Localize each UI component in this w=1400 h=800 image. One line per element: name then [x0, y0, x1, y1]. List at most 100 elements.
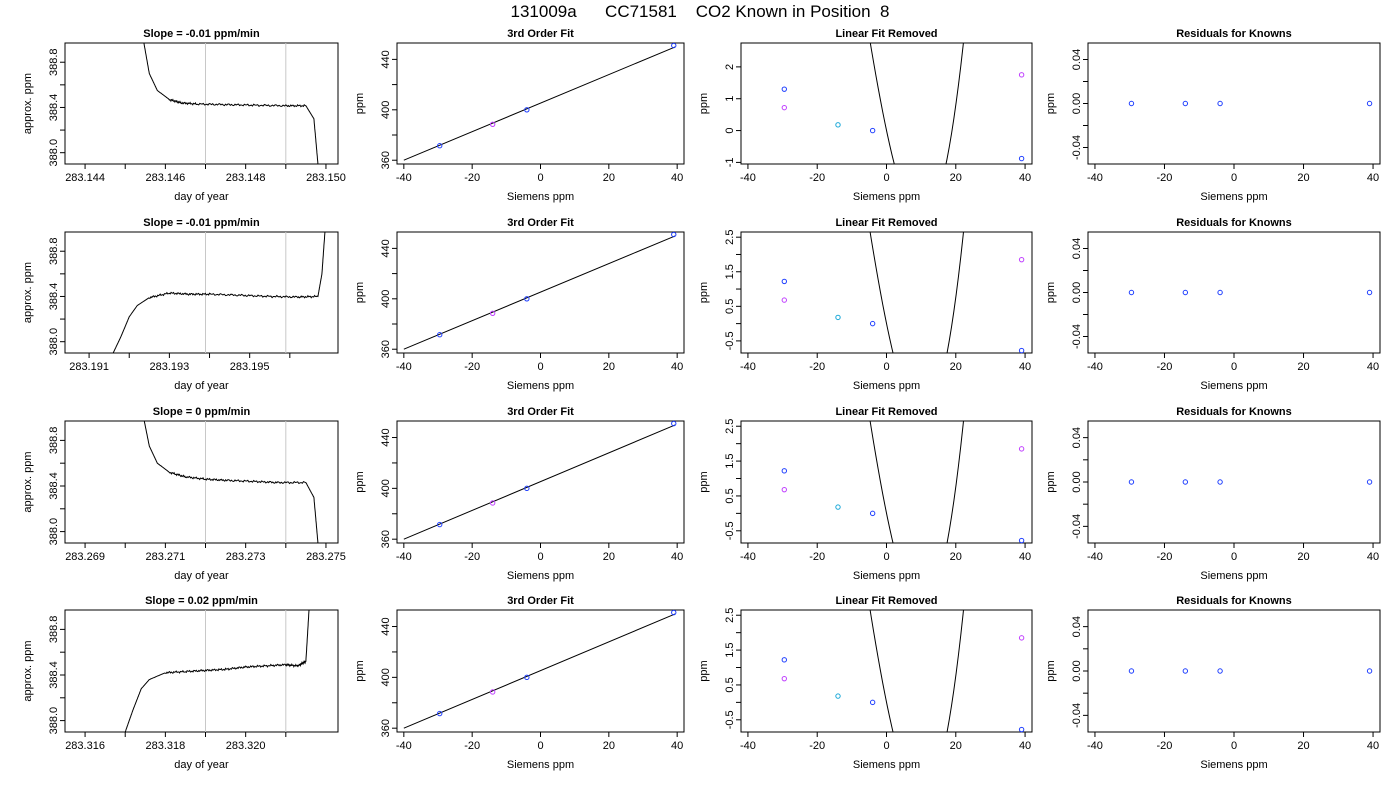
ppm-trace-line [124, 610, 310, 732]
x-tick-label: 20 [603, 740, 615, 752]
y-tick-label: -0.04 [1071, 135, 1083, 160]
data-point [671, 42, 677, 49]
data-point [1182, 289, 1189, 296]
data-point [1018, 446, 1025, 452]
data-point [835, 122, 841, 128]
y-axis-label: ppm [698, 93, 710, 114]
data-point [489, 121, 496, 127]
data-point [1018, 155, 1025, 162]
y-axis-label: ppm [354, 93, 366, 114]
plot-content [143, 43, 319, 164]
data-point [1182, 100, 1189, 107]
y-tick-label: 1 [724, 96, 736, 102]
data-point [781, 657, 788, 663]
data-point [1182, 479, 1189, 485]
y-tick-label: 0.5 [724, 677, 736, 692]
x-tick-label: -20 [464, 551, 480, 563]
plot-content [403, 46, 676, 161]
plot-frame [1087, 231, 1381, 354]
data-point [1217, 668, 1223, 674]
data-point [1217, 479, 1223, 485]
y-axis-label: ppm [698, 660, 710, 681]
panel-title: 3rd Order Fit [507, 28, 574, 40]
y-tick-label: 1.5 [724, 453, 736, 468]
x-tick-label: 283.195 [230, 361, 270, 373]
plot-frame [64, 420, 339, 544]
data-point [489, 500, 496, 506]
y-tick-label: 440 [380, 617, 392, 635]
panel-r1-c0: Slope = -0.01 ppm/min 283.191 283.193 283.1… [22, 217, 339, 392]
x-tick-label: -40 [396, 361, 412, 373]
x-tick-label: 40 [1367, 361, 1379, 373]
y-tick-label: 0.00 [1071, 660, 1083, 681]
data-point [671, 231, 677, 238]
panel-r3-c0: Slope = 0.02 ppm/min 283.316 283.318 283.32… [22, 595, 339, 771]
y-tick-label: 0.04 [1071, 616, 1083, 637]
x-tick-label: 283.150 [306, 172, 346, 184]
x-axis-label: day of year [174, 759, 229, 771]
x-axis-label: day of year [174, 191, 229, 203]
y-tick-label: 400 [380, 479, 392, 497]
panel-title: 3rd Order Fit [507, 595, 574, 607]
y-axis-label: ppm [698, 471, 710, 492]
x-tick-label: 283.316 [65, 740, 105, 752]
data-point [437, 521, 443, 528]
x-tick-label: 40 [671, 740, 683, 752]
data-point [1217, 100, 1223, 107]
y-tick-label: 360 [380, 340, 392, 358]
ppm-trace-line [112, 232, 326, 353]
data-point [1018, 726, 1025, 733]
x-tick-label: -20 [1157, 361, 1173, 373]
fit-line [403, 613, 676, 729]
data-point [781, 278, 788, 285]
x-tick-label: 0 [1231, 361, 1237, 373]
y-tick-label: 0.04 [1071, 49, 1083, 70]
y-tick-label: 1.5 [724, 642, 736, 657]
plot-content [403, 613, 676, 729]
y-tick-label: 400 [380, 290, 392, 308]
x-tick-label: -40 [1087, 361, 1103, 373]
panel-r1-c3: Residuals for Knowns -40 -20 0 20 40 -0.04 0.00… [1045, 217, 1381, 392]
x-axis-label: Siemens ppm [507, 380, 574, 392]
plot-frame [740, 420, 1033, 544]
y-tick-label: 360 [380, 151, 392, 169]
y-tick-label: 1.5 [724, 264, 736, 279]
data-point [1366, 289, 1373, 296]
x-tick-label: -40 [1087, 551, 1103, 563]
x-tick-label: 20 [603, 361, 615, 373]
data-point [781, 104, 788, 111]
data-point [524, 485, 530, 492]
y-tick-label: -0.5 [724, 521, 736, 540]
x-axis-label: day of year [174, 570, 229, 582]
x-tick-label: 40 [1367, 172, 1379, 184]
x-tick-label: -40 [1087, 172, 1103, 184]
x-tick-label: 20 [1297, 740, 1309, 752]
data-point [1018, 347, 1025, 354]
x-axis-label: Siemens ppm [853, 191, 920, 203]
y-tick-label: 388.0 [48, 139, 60, 167]
panel-title: Linear Fit Removed [835, 217, 937, 229]
plot-content [403, 235, 676, 350]
x-tick-label: 283.271 [145, 551, 185, 563]
x-tick-label: 0 [883, 551, 889, 563]
plot-content [869, 610, 964, 732]
y-tick-label: 0.5 [724, 488, 736, 503]
panel-r0-c3: Residuals for Knowns -40 -20 0 20 40 -0.04 0.00… [1045, 28, 1381, 203]
x-tick-label: 20 [1297, 551, 1309, 563]
x-tick-label: -20 [1157, 172, 1173, 184]
x-tick-label: 0 [537, 361, 543, 373]
x-axis-label: day of year [174, 380, 229, 392]
plot-content [124, 610, 310, 732]
y-tick-label: -0.5 [724, 331, 736, 350]
panel-r1-c2: Linear Fit Removed -40 -20 0 20 40 -0.5 0.5 1.5 2… [698, 217, 1033, 392]
panel-r3-c3: Residuals for Knowns -40 -20 0 20 40 -0.04 0.00… [1045, 595, 1381, 771]
y-tick-label: 360 [380, 719, 392, 737]
panel-r1-c1: 3rd Order Fit -40 -20 0 20 40 360 400 440 Siemens… [354, 217, 685, 392]
x-tick-label: 20 [603, 551, 615, 563]
x-tick-label: 40 [1367, 740, 1379, 752]
x-tick-label: 20 [950, 551, 962, 563]
y-tick-label: 440 [380, 239, 392, 257]
panel-r0-c0: Slope = -0.01 ppm/min 283.144 283.146 283.1… [22, 28, 346, 203]
y-tick-label: 388.0 [48, 707, 60, 735]
plot-content [143, 421, 319, 543]
